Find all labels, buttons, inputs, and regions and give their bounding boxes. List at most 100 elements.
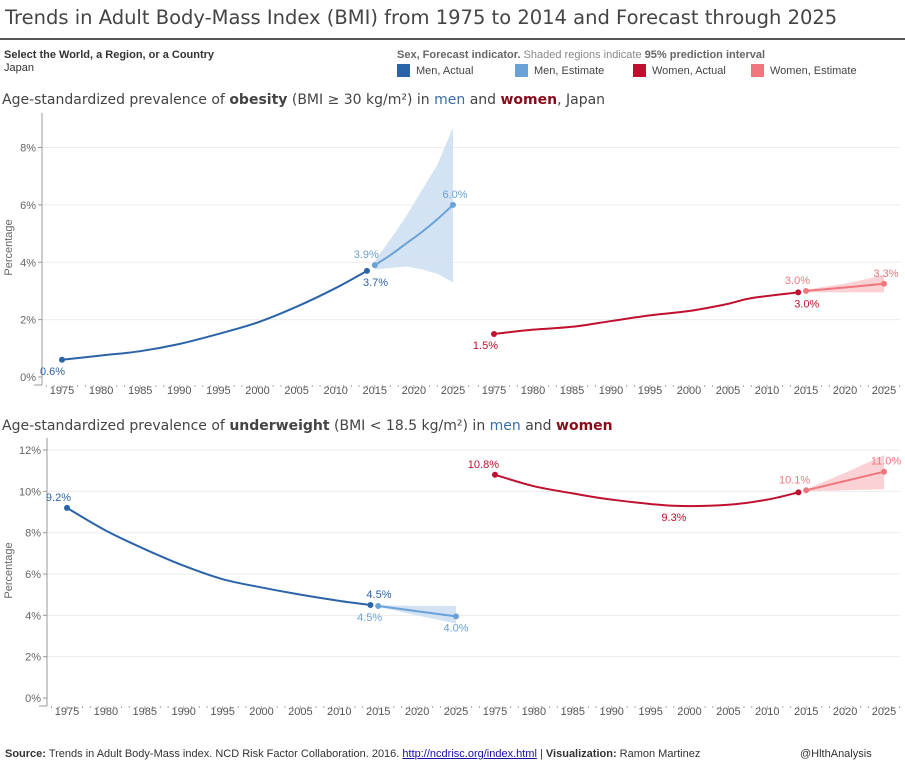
- data-point: [881, 280, 887, 287]
- legend-item-women-actual[interactable]: Women, Actual: [633, 64, 726, 77]
- data-label: 6.0%: [442, 189, 467, 201]
- data-point: [803, 287, 809, 294]
- data-point: [371, 262, 378, 269]
- x-tick-label: 2025: [444, 706, 468, 718]
- x-tick-label: 2000: [245, 385, 269, 397]
- data-point: [363, 267, 370, 274]
- x-tick-label: 2020: [402, 385, 426, 397]
- prediction-interval-band: [806, 455, 884, 492]
- data-label: 3.9%: [354, 249, 379, 261]
- y-tick-label: 8%: [25, 528, 41, 540]
- x-tick-label: 1975: [483, 706, 507, 718]
- y-tick-label: 10%: [19, 486, 41, 498]
- y-tick-label: 6%: [20, 200, 36, 212]
- data-point: [450, 201, 456, 208]
- title-men: men: [489, 418, 521, 434]
- obesity-chart-title: Age-standardized prevalence of obesity (…: [2, 92, 605, 108]
- x-tick-label: 2010: [323, 385, 347, 397]
- series-line: [378, 605, 457, 618]
- x-tick-label: 2015: [794, 385, 818, 397]
- data-label: 10.8%: [468, 459, 499, 471]
- legend-title: Sex, Forecast indicator. Shaded regions …: [397, 49, 765, 61]
- x-tick-label: 2025: [441, 385, 465, 397]
- source-link[interactable]: http://ncdrisc.org/index.html: [402, 748, 537, 760]
- x-tick-label: 1995: [210, 706, 234, 718]
- visualization-author: Ramon Martinez: [616, 748, 701, 760]
- title-text: Age-standardized prevalence of: [2, 418, 230, 434]
- source-text: Trends in Adult Body-Mass index. NCD Ris…: [45, 748, 403, 760]
- x-tick-label: 2010: [755, 385, 779, 397]
- footer-separator: |: [536, 748, 546, 760]
- data-label: 1.5%: [473, 340, 498, 352]
- series-line: [66, 507, 371, 606]
- title-measure: underweight: [229, 418, 330, 434]
- page-title: Trends in Adult Body-Mass Index (BMI) fr…: [5, 6, 838, 29]
- title-women: women: [556, 418, 613, 434]
- y-tick-label: 2%: [20, 315, 36, 327]
- title-divider: [0, 38, 905, 40]
- title-men: men: [434, 92, 466, 108]
- twitter-handle[interactable]: @HlthAnalysis: [800, 748, 872, 760]
- x-tick-label: 2020: [405, 706, 429, 718]
- x-tick-label: 2005: [716, 706, 740, 718]
- y-tick-label: 6%: [25, 569, 41, 581]
- y-tick-label: 12%: [19, 445, 41, 457]
- x-tick-label: 2005: [284, 385, 308, 397]
- title-text: (BMI < 18.5 kg/m²) in: [329, 418, 490, 434]
- x-tick-label: 2005: [288, 706, 312, 718]
- x-tick-label: 1980: [522, 706, 546, 718]
- y-tick-label: 0%: [20, 372, 36, 384]
- data-label: 3.7%: [363, 277, 388, 289]
- underweight-chart-title: Age-standardized prevalence of underweig…: [2, 418, 613, 434]
- data-point: [881, 468, 887, 475]
- x-tick-label: 2000: [677, 385, 701, 397]
- data-label: 4.0%: [443, 622, 468, 634]
- data-point: [375, 603, 382, 610]
- y-tick-label: 2%: [25, 652, 41, 664]
- data-label: 3.0%: [785, 275, 810, 287]
- title-text: (BMI ≥ 30 kg/m²) in: [287, 92, 435, 108]
- x-tick-label: 2010: [327, 706, 351, 718]
- legend-label: Men, Actual: [416, 64, 474, 77]
- x-tick-label: 2015: [366, 706, 390, 718]
- x-tick-label: 2000: [677, 706, 701, 718]
- x-tick-label: 2005: [716, 385, 740, 397]
- legend-item-men-actual[interactable]: Men, Actual: [397, 64, 473, 77]
- data-point: [492, 471, 498, 478]
- x-tick-label: 1985: [128, 385, 152, 397]
- title-text: and: [520, 418, 557, 434]
- series-line: [493, 291, 799, 335]
- legend-swatch-men-actual: [397, 64, 410, 77]
- x-tick-label: 1980: [94, 706, 118, 718]
- x-tick-label: 1990: [171, 706, 195, 718]
- data-point: [795, 489, 802, 496]
- data-label: 4.5%: [366, 589, 391, 601]
- prediction-interval-band: [374, 127, 453, 283]
- visualization-label: Visualization:: [545, 748, 617, 760]
- title-women: women: [500, 92, 558, 108]
- data-label: 9.2%: [46, 492, 71, 504]
- legend-item-women-estimate[interactable]: Women, Estimate: [751, 64, 857, 77]
- title-text: , Japan: [557, 92, 606, 108]
- x-tick-label: 1985: [561, 706, 585, 718]
- obesity-chart: 0% 2% 4% 6% 8% Percentage 1975 1980 1985 1990 1995…: [3, 113, 901, 397]
- x-tick-label: 1990: [599, 385, 623, 397]
- legend-label: Women, Actual: [652, 64, 726, 77]
- data-point: [453, 613, 459, 620]
- prediction-interval-band: [378, 605, 456, 624]
- data-label: 10.1%: [779, 474, 810, 486]
- x-tick-label: 2000: [249, 706, 273, 718]
- legend-item-men-estimate[interactable]: Men, Estimate: [515, 64, 604, 77]
- data-label: 0.6%: [40, 366, 65, 378]
- x-tick-label: 1975: [50, 385, 74, 397]
- data-point: [64, 504, 70, 511]
- series-line: [805, 470, 885, 492]
- y-axis-label: Percentage: [3, 542, 15, 598]
- legend-title-rest: Shaded regions indicate: [520, 49, 645, 61]
- legend-label: Men, Estimate: [534, 64, 605, 77]
- x-tick-label: 2025: [872, 385, 896, 397]
- data-point: [803, 487, 810, 494]
- country-filter-value[interactable]: Japan: [4, 62, 34, 74]
- source-label: Source:: [5, 748, 46, 760]
- series-line: [61, 269, 368, 361]
